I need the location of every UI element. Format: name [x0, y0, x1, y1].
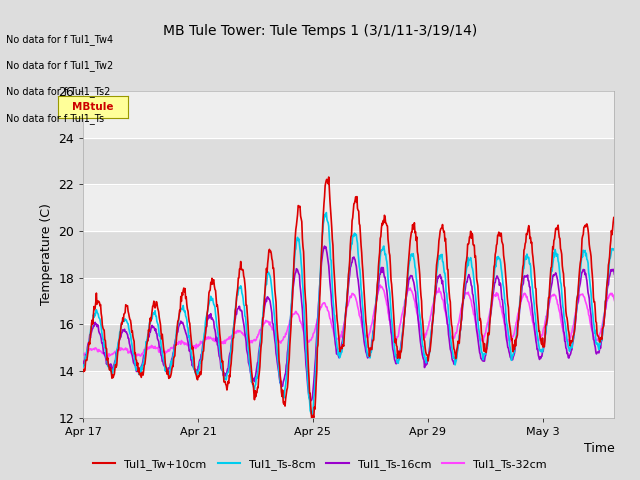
Text: MB Tule Tower: Tule Temps 1 (3/1/11-3/19/14): MB Tule Tower: Tule Temps 1 (3/1/11-3/19… — [163, 24, 477, 38]
Bar — [83, 278, 614, 324]
Text: No data for f Tul1_Tw4: No data for f Tul1_Tw4 — [6, 34, 113, 45]
Bar — [83, 231, 614, 278]
Text: Time: Time — [584, 442, 614, 455]
Text: No data for f Tul1_Ts2: No data for f Tul1_Ts2 — [6, 86, 111, 97]
Text: No data for f Tul1_Tw2: No data for f Tul1_Tw2 — [6, 60, 114, 71]
Text: MBtule: MBtule — [72, 102, 113, 112]
Bar — [83, 184, 614, 231]
Bar — [83, 324, 614, 371]
Legend: Tul1_Tw+10cm, Tul1_Ts-8cm, Tul1_Ts-16cm, Tul1_Ts-32cm: Tul1_Tw+10cm, Tul1_Ts-8cm, Tul1_Ts-16cm,… — [89, 455, 551, 474]
Y-axis label: Temperature (C): Temperature (C) — [40, 204, 52, 305]
Bar — [83, 371, 614, 418]
Bar — [83, 91, 614, 138]
Bar — [83, 138, 614, 184]
Text: No data for f Tul1_Ts: No data for f Tul1_Ts — [6, 113, 104, 124]
